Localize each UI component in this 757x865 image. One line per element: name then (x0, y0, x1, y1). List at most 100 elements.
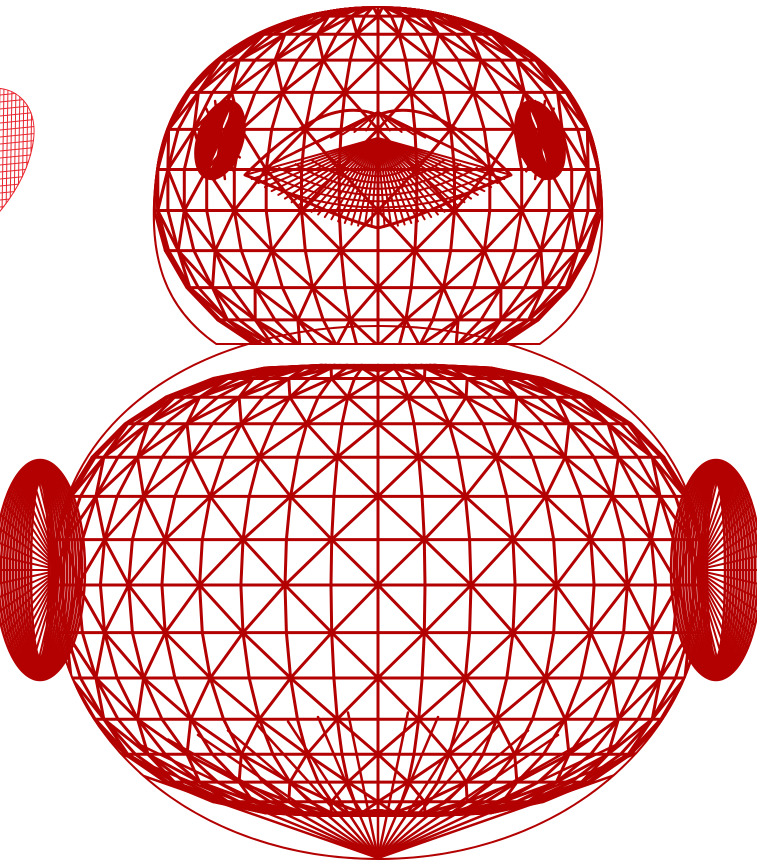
body-diagonal (90, 422, 130, 459)
head-diagonal (564, 249, 580, 290)
left-eye-spoke (218, 121, 242, 142)
body-diagonal (376, 363, 437, 372)
head-diagonal (589, 209, 600, 253)
head-diagonal (437, 32, 483, 62)
head-diagonal (211, 286, 257, 322)
body-diagonal (283, 583, 334, 635)
head-diagonal (376, 14, 401, 36)
beak-spoke (290, 137, 379, 204)
body-diagonal (142, 676, 193, 721)
body-diagonal (185, 717, 193, 756)
heart-parallel (0, 174, 35, 180)
head-diagonal (376, 6, 385, 18)
body-diagonal (305, 395, 350, 426)
body-diagonal (417, 455, 467, 498)
heart-outline (0, 88, 35, 212)
head-diagonal (192, 90, 200, 131)
head-diagonal (156, 209, 180, 253)
body-diagonal (305, 717, 339, 756)
body-diagonal (335, 455, 380, 498)
head-diagonal (534, 58, 571, 94)
body-diagonal (513, 717, 567, 756)
head-diagonal (270, 209, 303, 253)
body-diagonal (289, 676, 339, 721)
head-diagonal (488, 127, 517, 171)
body-diagonal (64, 494, 98, 542)
body-diagonal (544, 676, 567, 721)
right-eye-spoke (518, 121, 542, 142)
heart-parallel (0, 132, 35, 138)
body-pole-spoke (376, 747, 650, 860)
beak-spoke (257, 137, 379, 185)
body-diagonal (649, 494, 662, 542)
body-diagonal (683, 494, 692, 542)
body-diagonal (610, 455, 620, 498)
head-diagonal (469, 32, 519, 62)
body-outline (52, 325, 705, 860)
head-diagonal (163, 249, 192, 290)
body-diagonal (610, 676, 620, 721)
body-diagonal (237, 395, 243, 426)
body-diagonal (650, 676, 687, 721)
head-diagonal (283, 14, 331, 36)
beak-top-spoke (365, 111, 379, 132)
body-diagonal (616, 455, 662, 498)
head-diagonal (413, 209, 456, 253)
body-diagonal (185, 395, 241, 426)
beak-spoke (377, 137, 493, 189)
left-wing-spoke (39, 569, 61, 681)
body-meridian (52, 363, 379, 817)
head-diagonal (404, 318, 421, 345)
body-pole-spoke (376, 738, 590, 860)
body-diagonal (142, 631, 167, 680)
body-diagonal (616, 676, 662, 721)
body-diagonal (360, 366, 380, 380)
head-diagonal (413, 249, 445, 290)
head-diagonal (311, 249, 343, 290)
body-diagonal (554, 752, 571, 784)
body-diagonal (146, 752, 176, 784)
body-diagonal (241, 583, 287, 635)
body-diagonal (346, 377, 380, 399)
body-diagonal (423, 377, 468, 399)
head-diagonal (435, 344, 485, 345)
body-diagonal (189, 455, 212, 498)
heart-parallel (0, 153, 35, 159)
head-diagonal (515, 58, 526, 94)
head-diagonal (481, 318, 531, 345)
head-diagonal (482, 209, 524, 253)
head-diagonal (296, 318, 302, 345)
body-diagonal (649, 631, 662, 680)
body-diagonal (589, 631, 614, 680)
body-diagonal (208, 676, 261, 721)
beak-ring (344, 151, 412, 171)
body-diagonal (515, 752, 571, 784)
body-diagonal (198, 780, 255, 804)
body-diagonal (463, 676, 499, 721)
body-diagonal (102, 422, 150, 459)
head-diagonal (425, 14, 473, 36)
left-eye-spoke (198, 138, 222, 159)
left-wing-spoke (0, 569, 61, 585)
body-pole-spoke (376, 742, 620, 860)
body-diagonal (330, 538, 380, 587)
head-diagonal (585, 127, 590, 171)
right-wing-spoke (695, 569, 729, 678)
body-diagonal (64, 583, 80, 635)
body-diagonal (64, 631, 98, 680)
body-diagonal (433, 363, 493, 370)
head-diagonal (355, 14, 380, 36)
body-diagonal (102, 422, 130, 459)
body-diagonal (185, 422, 193, 459)
body-diagonal (554, 395, 571, 426)
body-diagonal (163, 494, 212, 542)
head-diagonal (350, 14, 359, 36)
body-pole-spoke (196, 733, 380, 860)
body-diagonal (563, 422, 571, 459)
head-diagonal (166, 168, 186, 212)
beak-spoke (263, 137, 379, 189)
body-diagonal (288, 377, 333, 399)
right-wing-spoke (695, 569, 735, 673)
